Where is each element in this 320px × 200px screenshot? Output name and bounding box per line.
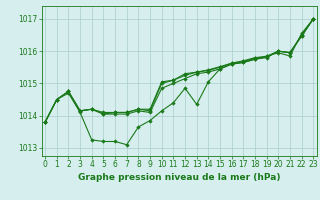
X-axis label: Graphe pression niveau de la mer (hPa): Graphe pression niveau de la mer (hPa) (78, 173, 280, 182)
